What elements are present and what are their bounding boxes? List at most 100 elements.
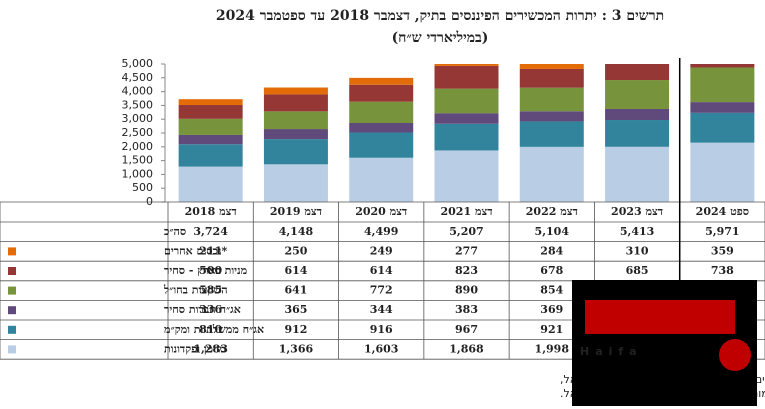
bar-segment (178, 166, 243, 202)
data-label: 336 (199, 303, 222, 316)
bar-segment (690, 142, 755, 202)
y-tick-label: 2,500 (122, 126, 154, 139)
legend-swatch (8, 306, 16, 315)
data-label: 738 (711, 264, 734, 277)
bar-segment (519, 146, 584, 202)
bar-segment (605, 64, 670, 81)
data-label: 1,283 (193, 342, 227, 355)
logo-dot (719, 339, 751, 371)
bar-segment (178, 105, 243, 119)
x-tick-label: דצמ 2018 (185, 205, 237, 218)
total-label: 5,413 (620, 225, 654, 238)
bar-segment (434, 113, 499, 124)
legend-swatch (8, 286, 16, 295)
bar-segment (434, 88, 499, 114)
bar-segment (605, 53, 669, 62)
data-label: 678 (540, 264, 563, 277)
x-tick-label: דצמ 2021 (440, 205, 492, 218)
total-label: 4,148 (279, 225, 314, 238)
bar-segment (690, 37, 754, 47)
y-tick-label: 3,000 (122, 112, 154, 125)
row-label: סה״כ (164, 225, 186, 238)
legend-swatch (8, 247, 16, 256)
y-tick-label: 500 (132, 181, 153, 194)
data-label: 359 (711, 244, 734, 257)
total-label: 5,104 (535, 225, 570, 238)
bar-segment (605, 120, 670, 147)
data-label: 365 (284, 303, 307, 316)
data-label: 500 (199, 264, 222, 277)
bar-segment (178, 118, 243, 135)
data-label: 1,998 (535, 342, 570, 355)
bar-segment (263, 111, 328, 130)
y-tick-label: 5,000 (122, 57, 154, 70)
bar-segment (519, 87, 584, 112)
bar-segment (519, 64, 584, 69)
data-label: 211 (199, 244, 222, 257)
bar-segment (349, 84, 414, 102)
total-label: 4,499 (364, 225, 398, 238)
bar-segment (349, 157, 414, 202)
bar-segment (519, 111, 584, 122)
data-label: 1,868 (449, 342, 484, 355)
data-label: 1,366 (279, 342, 314, 355)
y-tick-label: 1,000 (122, 167, 154, 180)
data-label: 369 (540, 303, 563, 316)
bar-segment (605, 146, 670, 202)
bar-segment (434, 150, 499, 202)
legend-label: אג״ח ממשלתיות ומק״מ (164, 323, 264, 336)
data-label: 383 (455, 303, 478, 316)
data-label: 772 (370, 284, 393, 297)
legend-swatch (8, 267, 16, 275)
bar-segment (349, 101, 414, 123)
legend-label: מזומן ופקדונות (164, 342, 225, 355)
legend-label: אג״ח חברות סחיר (164, 303, 241, 316)
bar-segment (690, 112, 755, 143)
data-label: 641 (284, 284, 307, 297)
y-tick-label: 4,000 (122, 85, 154, 98)
data-label: 890 (455, 284, 478, 297)
bar-segment (690, 102, 755, 113)
legend-swatch (8, 345, 16, 354)
data-label: 250 (284, 244, 307, 257)
data-label: 810 (199, 323, 222, 336)
data-label: 1,603 (364, 342, 398, 355)
data-label: 854 (540, 284, 563, 297)
bar-segment (690, 64, 755, 68)
bar-segment (178, 99, 243, 106)
data-label: 912 (284, 323, 307, 336)
logo-mark (585, 300, 735, 334)
data-label: 614 (284, 264, 307, 277)
data-label: 585 (199, 284, 222, 297)
bar-segment (605, 80, 670, 109)
data-label: 685 (626, 264, 649, 277)
bar-segment (605, 108, 670, 121)
bar-segment (263, 87, 328, 95)
y-tick-label: 2,000 (122, 140, 154, 153)
data-label: 249 (370, 244, 393, 257)
bar-segment (434, 64, 499, 66)
bar-segment (519, 68, 584, 88)
bar-segment (349, 132, 414, 158)
data-label: 284 (540, 244, 563, 257)
bar-segment (434, 123, 499, 151)
x-tick-label: דצמ 2019 (270, 205, 322, 218)
bar-segment (519, 121, 584, 147)
chart-title: תרשים 3 : יתרות המכשירים הפיננסים בתיק, … (216, 8, 664, 24)
y-tick-label: 4,500 (122, 71, 154, 84)
legend-label: השקעות בחו״ל (163, 284, 228, 297)
bars (178, 37, 755, 202)
legend-swatch (8, 325, 16, 334)
data-label: 823 (455, 264, 478, 277)
bar-segment (349, 77, 414, 85)
bar-segment (178, 144, 243, 167)
x-tick-label: ספט 2024 (696, 205, 749, 218)
x-tick-label: דצמ 2023 (611, 205, 663, 218)
x-tick-label: דצמ 2022 (526, 205, 578, 218)
bar-segment (434, 65, 499, 89)
legend-label: *נכסים אחרים (164, 244, 228, 257)
data-label: 614 (370, 264, 393, 277)
y-tick-label: 1,500 (122, 154, 154, 167)
chart-subtitle: (במיליארדי ש״ח) (392, 30, 489, 46)
